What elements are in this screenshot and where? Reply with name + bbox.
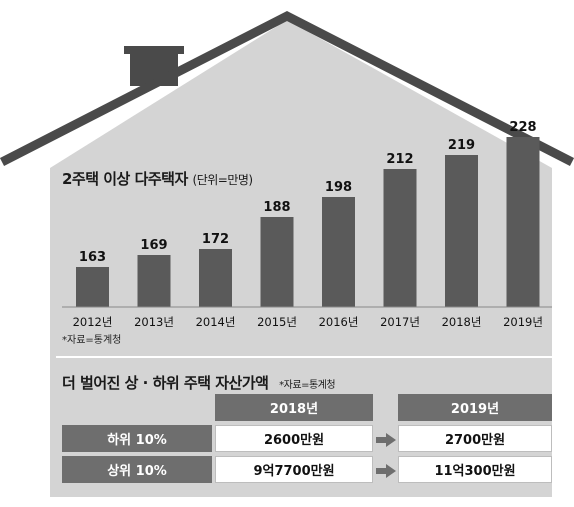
value-bottom-10-2019: 2700만원 [398, 425, 552, 452]
data-label: 212 [386, 152, 413, 167]
category-label: 2018년 [442, 315, 482, 329]
bar-2016년 [322, 197, 355, 307]
roof-line [0, 10, 574, 167]
data-label: 219 [448, 138, 475, 153]
comparison-title: 더 벌어진 상 · 하위 주택 자산가액 *자료=통계청 [62, 374, 336, 392]
bar-2018년 [445, 155, 478, 307]
data-label: 198 [325, 180, 352, 195]
chimney-cap [124, 46, 184, 54]
bar-2013년 [137, 255, 171, 307]
house-body [50, 20, 552, 497]
year-header-2019: 2019년 [398, 394, 552, 421]
category-label: 2015년 [257, 315, 297, 329]
data-label: 228 [509, 120, 536, 135]
data-label: 163 [79, 250, 106, 265]
bar-2012년 [76, 267, 109, 307]
value-top-10-2019: 11억300만원 [398, 456, 552, 483]
row-label-bottom-10: 하위 10% [62, 425, 212, 452]
value-bottom-10-2018: 2600만원 [215, 425, 373, 452]
chart-title: 2주택 이상 다주택자 (단위=만명) [62, 170, 254, 188]
chart-source: *자료=통계청 [62, 335, 122, 346]
bar-2014년 [199, 249, 232, 307]
category-label: 2016년 [319, 315, 359, 329]
category-label: 2013년 [134, 315, 174, 329]
bar-2015년 [260, 217, 294, 307]
bar-2019년 [506, 137, 540, 307]
data-label: 172 [202, 232, 229, 247]
value-top-10-2018: 9억7700만원 [215, 456, 373, 483]
arrow-icon [376, 432, 396, 447]
arrow-icon [376, 463, 396, 478]
category-label: 2019년 [503, 315, 543, 329]
category-label: 2017년 [380, 315, 420, 329]
data-label: 188 [263, 200, 290, 215]
row-label-top-10: 상위 10% [62, 456, 212, 483]
category-label: 2012년 [73, 315, 113, 329]
comparison-source: *자료=통계청 [279, 380, 336, 391]
bar-2017년 [383, 169, 417, 307]
data-label: 169 [140, 238, 167, 253]
category-label: 2014년 [196, 315, 236, 329]
unit-note: (단위=만명) [192, 173, 254, 187]
year-header-2018: 2018년 [215, 394, 373, 421]
